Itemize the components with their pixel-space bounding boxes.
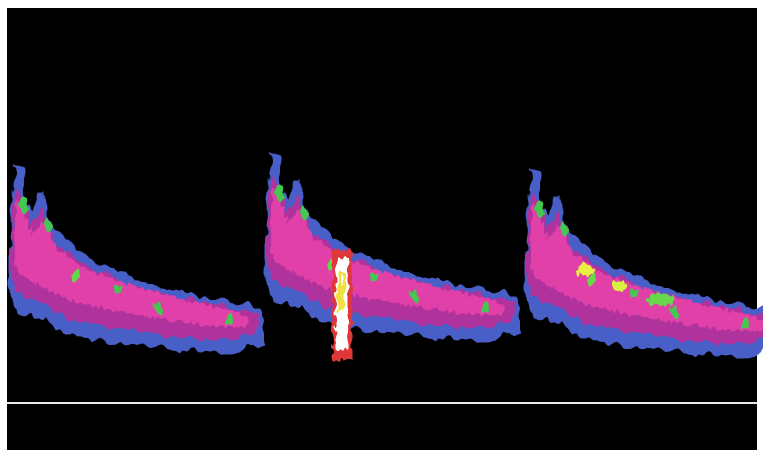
display-background bbox=[7, 8, 757, 450]
baseline bbox=[7, 402, 757, 404]
high-velocity-band bbox=[332, 250, 352, 360]
page bbox=[0, 0, 763, 457]
doppler-spectrum bbox=[0, 0, 763, 457]
